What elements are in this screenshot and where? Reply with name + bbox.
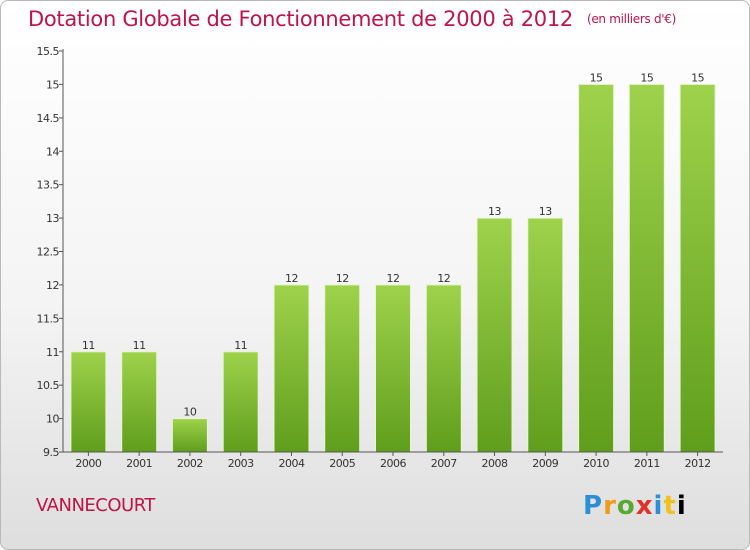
y-tick-label: 13 bbox=[46, 212, 59, 225]
y-tick-label: 11 bbox=[46, 346, 59, 359]
x-tick-label: 2004 bbox=[278, 457, 304, 470]
logo-letter: x bbox=[635, 491, 654, 521]
data-label: 11 bbox=[133, 339, 146, 352]
logo-letter: P bbox=[583, 491, 604, 521]
y-tick-label: 14.5 bbox=[37, 112, 60, 125]
data-label: 12 bbox=[336, 272, 349, 285]
x-tick-label: 2009 bbox=[532, 457, 558, 470]
x-tick-label: 2003 bbox=[228, 457, 254, 470]
logo-letter: t bbox=[663, 491, 677, 521]
x-tick-label: 2007 bbox=[431, 457, 457, 470]
bar bbox=[527, 217, 564, 453]
commune-name: VANNECOURT bbox=[36, 495, 155, 516]
chart-subtitle: (en milliers d'€) bbox=[586, 12, 676, 26]
data-label: 15 bbox=[640, 71, 653, 84]
y-tick-label: 10 bbox=[46, 413, 59, 426]
bar bbox=[273, 284, 310, 453]
data-label: 12 bbox=[387, 272, 400, 285]
logo-letter: i bbox=[676, 491, 687, 521]
x-tick-label: 2011 bbox=[634, 457, 660, 470]
data-label: 11 bbox=[82, 339, 95, 352]
x-tick-label: 2000 bbox=[75, 457, 101, 470]
x-tick-label: 2002 bbox=[177, 457, 203, 470]
bar bbox=[679, 83, 716, 453]
y-tick-label: 15.5 bbox=[37, 45, 60, 58]
chart-title-text: Dotation Globale de Fonctionnement de 20… bbox=[28, 7, 573, 31]
data-label: 13 bbox=[488, 205, 501, 218]
y-tick-label: 9.5 bbox=[43, 446, 59, 459]
data-label: 12 bbox=[437, 272, 450, 285]
bar bbox=[628, 83, 665, 453]
proxiti-logo: Proxiti bbox=[583, 491, 687, 521]
y-tick-label: 12 bbox=[46, 279, 59, 292]
data-label: 15 bbox=[590, 71, 603, 84]
logo-letter: r bbox=[603, 491, 617, 521]
y-tick-label: 13.5 bbox=[37, 179, 60, 192]
data-label: 13 bbox=[539, 205, 552, 218]
bar bbox=[578, 83, 615, 453]
y-tick-label: 12.5 bbox=[37, 246, 60, 259]
x-tick-label: 2001 bbox=[126, 457, 152, 470]
data-label: 15 bbox=[691, 71, 704, 84]
data-label: 10 bbox=[183, 406, 196, 419]
x-tick-label: 2012 bbox=[685, 457, 711, 470]
x-tick-label: 2010 bbox=[583, 457, 609, 470]
bar bbox=[121, 351, 158, 453]
x-tick-label: 2006 bbox=[380, 457, 406, 470]
y-tick-label: 15 bbox=[46, 78, 59, 91]
x-tick-label: 2005 bbox=[329, 457, 355, 470]
bar bbox=[70, 351, 107, 453]
data-label: 11 bbox=[234, 339, 247, 352]
y-tick-label: 10.5 bbox=[37, 379, 60, 392]
bar bbox=[222, 351, 259, 453]
bar bbox=[171, 418, 208, 453]
y-tick-label: 11.5 bbox=[37, 312, 60, 325]
bar bbox=[425, 284, 462, 453]
bar bbox=[375, 284, 411, 453]
logo-letter: o bbox=[616, 491, 636, 521]
y-tick-label: 14 bbox=[46, 145, 59, 158]
chart-title: Dotation Globale de Fonctionnement de 20… bbox=[28, 7, 676, 31]
logo-letter: i bbox=[653, 491, 664, 521]
bar bbox=[324, 284, 361, 453]
bar bbox=[476, 217, 513, 453]
x-tick-label: 2008 bbox=[482, 457, 508, 470]
data-label: 12 bbox=[285, 272, 298, 285]
